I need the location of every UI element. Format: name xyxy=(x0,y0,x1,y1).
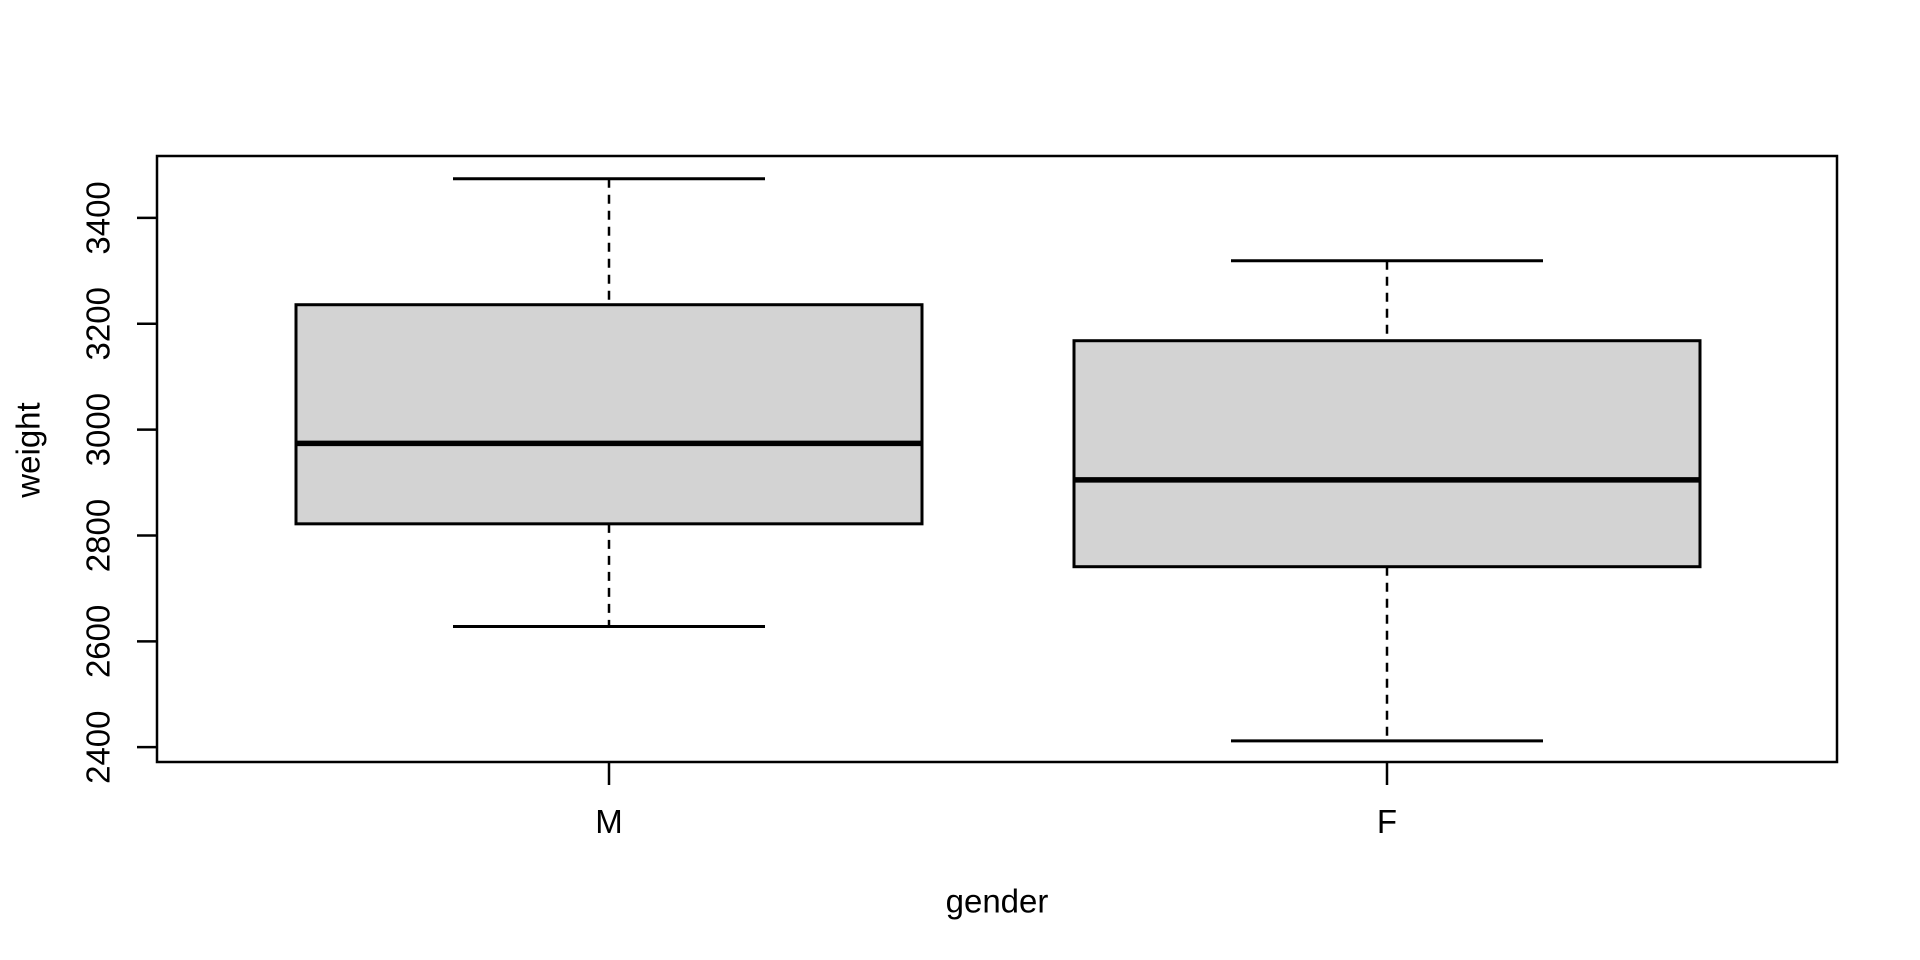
y-tick-label: 3400 xyxy=(80,181,117,254)
iqr-box xyxy=(1072,339,1702,569)
plot-frame xyxy=(155,154,1839,764)
y-tick-label: 3200 xyxy=(80,287,117,360)
y-tick-label: 2600 xyxy=(80,605,117,678)
x-axis-label: gender xyxy=(945,882,1049,920)
x-category-label: M xyxy=(595,803,623,840)
x-category-label: F xyxy=(1377,803,1397,840)
y-tick-label: 2400 xyxy=(80,710,117,783)
y-axis-label: weight xyxy=(9,402,47,498)
y-tick-label: 3000 xyxy=(80,393,117,466)
y-tick-label: 2800 xyxy=(80,499,117,572)
iqr-box xyxy=(294,303,924,526)
